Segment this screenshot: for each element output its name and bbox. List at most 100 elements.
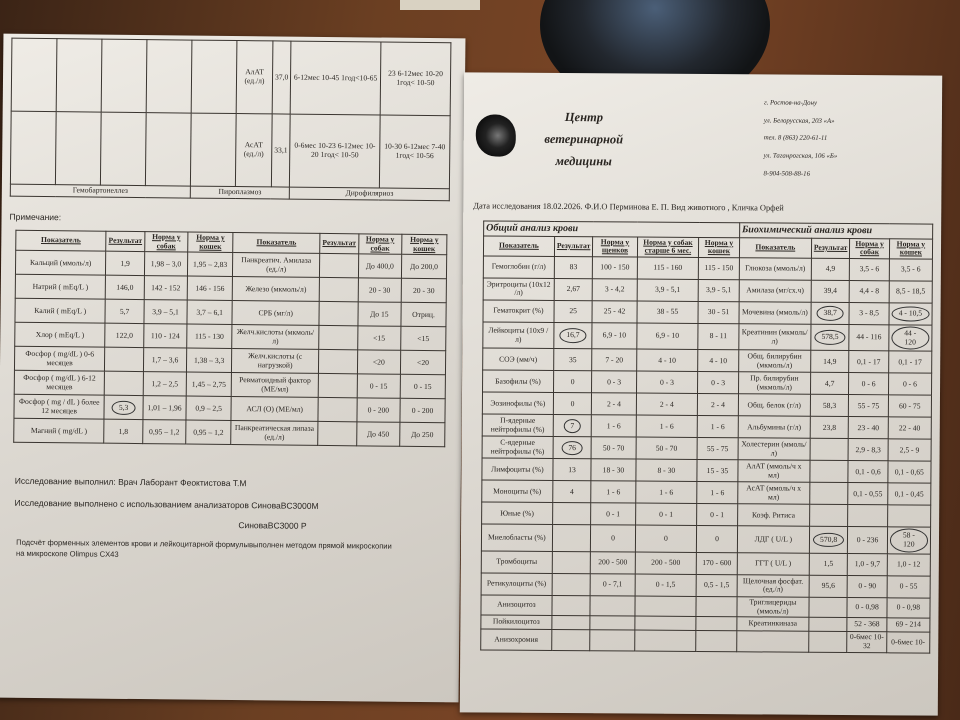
table-cell-text: Отриц. xyxy=(412,309,435,319)
table-cell-text: Фосфор ( mg / dL ) более 12 месяцев xyxy=(18,397,100,416)
table-cell-text: Базофилы (%) xyxy=(495,376,541,386)
table-cell: 2 - 4 xyxy=(591,393,637,416)
table-cell-text: До 15 xyxy=(370,309,389,319)
lab-report-sheet-left: АлАТ (ед./л) 37,0 6-12мес 10-45 1год<10-65… xyxy=(0,33,466,703)
table-cell-text: Гемоглобин (г/л) xyxy=(491,261,546,271)
table-cell-text: 0 - 6 xyxy=(861,378,876,388)
table-cell-text: Фосфор ( mg/dL ) 6-12 месяцев xyxy=(23,373,96,392)
table-cell-text: Калий ( mEq/L ) xyxy=(34,305,87,316)
table-cell xyxy=(736,631,809,652)
table-cell: 23,8 xyxy=(810,416,849,439)
table-cell-text: 5,3 xyxy=(111,400,136,416)
table-row: П-ядерные нейтрофилы (%) 7 1 - 6 1 - 6 1 - 6… xyxy=(482,414,932,440)
cell-dog: 6-12мес 10-45 1год<10-65 xyxy=(290,41,381,116)
table-cell: 0 - 200 xyxy=(356,398,401,423)
table-cell-text: 3,7 – 6,1 xyxy=(196,307,224,317)
table-cell: 55 - 75 xyxy=(848,394,889,418)
table-cell: Кальций (ммоль/л) xyxy=(15,250,106,276)
table-cell: 23 - 40 xyxy=(848,416,889,440)
table-cell: Общ. белок (г/л) xyxy=(738,394,811,417)
table-cell: Амилаза (мг/сх.ч) xyxy=(738,279,812,303)
table-cell: 110 - 124 xyxy=(143,324,188,349)
table-cell: 1 - 6 xyxy=(591,415,636,438)
table-cell: 0 xyxy=(590,525,636,552)
table-cell-text: <20 xyxy=(417,357,430,367)
table-cell-text: 95,6 xyxy=(821,580,835,590)
table-cell-text: Триглицериды (ммоль/л) xyxy=(749,597,797,616)
table-cell: До 200,0 xyxy=(401,254,447,280)
table-cell-text: 50 - 70 xyxy=(655,443,678,453)
column-header-text: Норма у кошек xyxy=(196,232,225,251)
table-row: Гемоглобин (г/л) 83 100 - 150 115 - 160 115 … xyxy=(483,255,933,282)
table-cell: Лейкоциты (10х9 /л) xyxy=(482,321,554,349)
empty-cell xyxy=(100,112,147,186)
table-cell: 0-6мес 10-32 xyxy=(847,631,887,653)
infection-label-text: Гемобартонеллез xyxy=(72,185,129,195)
label-sticker xyxy=(400,0,480,10)
table-cell: 1,9 xyxy=(105,251,145,277)
table-cell-text: Глюкоза (ммоль/л) xyxy=(745,263,806,273)
table-cell-text: 7 - 20 xyxy=(605,354,624,364)
table-cell: АСЛ (О) (МЕ/мл) xyxy=(231,396,319,422)
table-cell: 1 - 6 xyxy=(697,415,739,439)
table-cell-text: 18 - 30 xyxy=(602,464,625,474)
column-header-text: Норма у кошек xyxy=(410,234,439,253)
cell-name: АлАТ (ед./л) xyxy=(236,40,273,114)
table-row: Эозинофилы (%) 0 2 - 4 2 - 4 2 - 4 Общ. белок… xyxy=(482,392,932,418)
table-cell xyxy=(318,325,358,351)
table-cell-text: 1 - 6 xyxy=(710,487,725,497)
table-cell-text: 0 - 90 xyxy=(858,581,877,591)
table-cell: 14,9 xyxy=(810,350,850,373)
table-cell-text: 0 - 15 xyxy=(413,381,432,391)
table-cell-text: 50 - 70 xyxy=(602,442,625,452)
table-cell-text: Креатинин (мкмоль/л) xyxy=(741,327,808,346)
table-cell xyxy=(809,482,849,505)
table-cell-text: Магний ( mg/dL ) xyxy=(30,425,88,436)
table-cell-text: 38,7 xyxy=(816,305,844,321)
table-cell: 0 - 15 xyxy=(356,374,401,399)
table-cell-text: 1,45 – 2,75 xyxy=(191,379,227,389)
table-cell: 55 - 75 xyxy=(697,437,739,461)
table-cell: 0 - 7,1 xyxy=(590,573,635,596)
table-cell: 4 xyxy=(552,480,592,504)
table-cell: 1,0 - 9,7 xyxy=(847,553,888,576)
table-cell: 1,0 - 12 xyxy=(886,553,931,576)
table-cell: 50 - 70 xyxy=(591,437,636,460)
table-cell xyxy=(634,616,697,631)
table-cell-text: 0,5 - 1,5 xyxy=(703,579,730,590)
table-cell xyxy=(809,460,849,483)
table-cell: 142 - 152 xyxy=(144,276,188,301)
table-row: Гематокрит (%) 25 25 - 42 38 - 55 30 - 51 Моч… xyxy=(482,299,933,326)
table-cell: Ретикулоциты (%) xyxy=(481,572,553,596)
table-cell: 30 - 51 xyxy=(698,301,739,324)
cell-name-text: АлАТ (ед./л) xyxy=(244,67,265,86)
table-cell-text: 115 - 160 xyxy=(653,262,683,272)
cell-result: 33,1 xyxy=(271,113,291,188)
empty-cell xyxy=(10,111,57,185)
table-cell-text: 0,1 - 0,65 xyxy=(894,466,924,477)
table-cell: 6,9 - 10 xyxy=(636,322,699,350)
table-cell: 25 xyxy=(553,300,593,323)
table-cell: Ревматоидный фактор (МЕ/мл) xyxy=(231,372,319,398)
table-cell: Триглицериды (ммоль/л) xyxy=(736,596,809,618)
table-cell: 1 - 6 xyxy=(635,415,698,438)
table-cell: 115 - 130 xyxy=(186,324,233,349)
clinic-name: Центр ветеринарной медицины xyxy=(534,107,634,173)
table-cell-text: 100 - 150 xyxy=(600,262,630,272)
table-cell: 570,8 xyxy=(809,526,848,554)
table-cell-text: 23,8 xyxy=(822,422,837,432)
table-cell: 2,67 xyxy=(553,278,593,301)
table-cell: 7 - 20 xyxy=(592,349,637,372)
table-cell xyxy=(318,397,357,423)
table-cell: 20 - 30 xyxy=(357,278,402,303)
table-cell: Гематокрит (%) xyxy=(482,299,554,323)
table-cell: 8 - 11 xyxy=(697,323,739,351)
table-cell-text: 110 - 124 xyxy=(150,330,180,341)
table-cell: 0 - 0,98 xyxy=(847,597,887,619)
table-cell: 3,5 - 6 xyxy=(889,258,933,282)
table-cell-text: 2 - 4 xyxy=(710,399,725,409)
table-cell-text: Пр. билирубин (мкмоль/л) xyxy=(750,373,799,392)
table-cell-text: 0 xyxy=(570,376,575,386)
table-cell: 0 - 1,5 xyxy=(634,573,697,597)
table-cell xyxy=(317,421,357,447)
